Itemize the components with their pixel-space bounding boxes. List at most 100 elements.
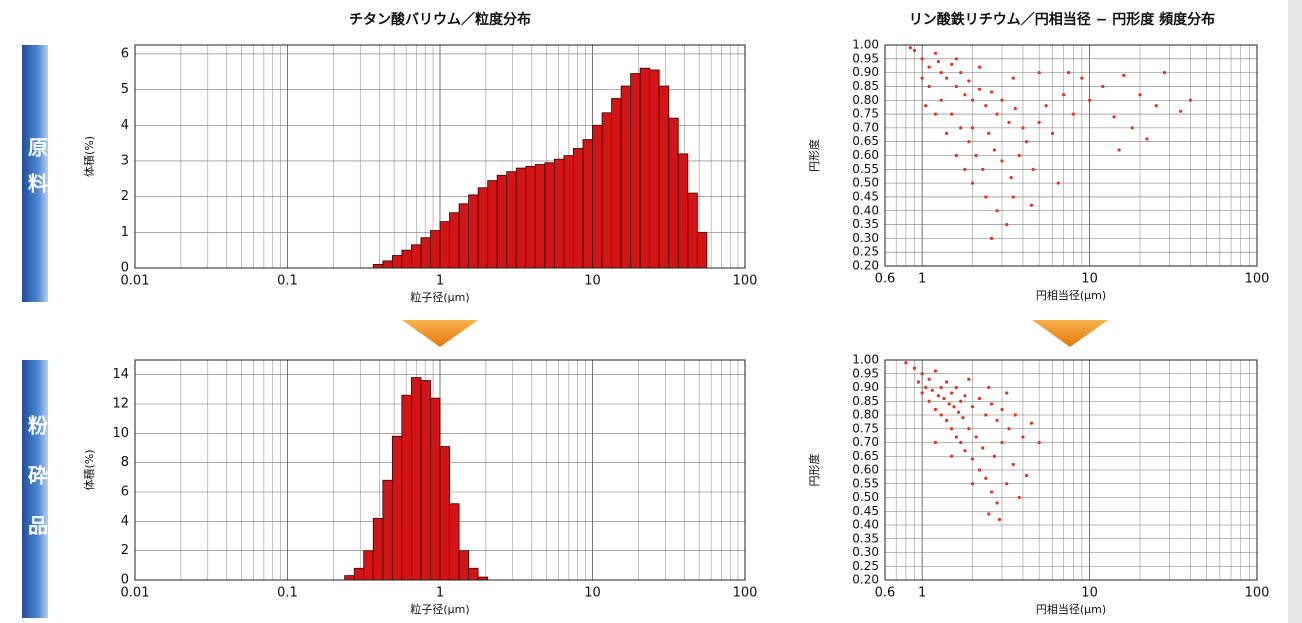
bar bbox=[534, 164, 546, 269]
y-tick-label: 0.75 bbox=[852, 107, 879, 121]
point bbox=[984, 476, 988, 480]
x-tick-label: 100 bbox=[733, 586, 758, 601]
bar bbox=[430, 397, 441, 581]
point bbox=[954, 385, 958, 390]
bar bbox=[658, 85, 670, 269]
y-tick-label: 0 bbox=[121, 261, 129, 276]
x-tick-label: 1 bbox=[918, 586, 926, 601]
point bbox=[961, 416, 965, 420]
point bbox=[1044, 104, 1048, 108]
y-tick-label: 4 bbox=[121, 118, 129, 133]
point bbox=[970, 126, 975, 130]
bar bbox=[696, 231, 708, 269]
y-tick-label: 1.00 bbox=[852, 353, 879, 367]
bar bbox=[506, 171, 517, 269]
point bbox=[936, 59, 940, 64]
point bbox=[963, 394, 967, 398]
point bbox=[990, 236, 994, 240]
point bbox=[912, 366, 917, 370]
x-tick-label: 0.1 bbox=[277, 274, 298, 289]
bar bbox=[601, 112, 612, 269]
point bbox=[908, 46, 912, 50]
point bbox=[1024, 140, 1029, 144]
bar bbox=[487, 180, 498, 269]
bar bbox=[477, 187, 489, 269]
bar bbox=[458, 550, 469, 581]
point bbox=[1000, 407, 1004, 412]
bar bbox=[391, 435, 403, 581]
point bbox=[977, 396, 982, 401]
x-tick-label: 0.01 bbox=[121, 274, 150, 289]
point bbox=[987, 385, 991, 390]
bar bbox=[496, 174, 508, 269]
point bbox=[959, 440, 963, 445]
bar bbox=[363, 550, 374, 581]
plot-frame bbox=[134, 359, 746, 581]
point bbox=[984, 104, 988, 108]
bar bbox=[420, 237, 431, 269]
point bbox=[992, 148, 996, 152]
point bbox=[942, 396, 946, 401]
point bbox=[1007, 120, 1011, 124]
y-tick-label: 1 bbox=[121, 225, 129, 240]
row-label: 粉砕品 bbox=[25, 414, 49, 565]
y-tick-label: 0.85 bbox=[852, 394, 879, 408]
point bbox=[933, 369, 938, 373]
y-tick-label: 0.95 bbox=[852, 51, 879, 65]
x-tick-label: 100 bbox=[1245, 272, 1270, 287]
point bbox=[920, 76, 924, 80]
bar bbox=[439, 221, 450, 269]
point bbox=[1050, 131, 1055, 135]
point bbox=[959, 71, 963, 75]
point bbox=[1112, 115, 1116, 119]
row-label: 原料 bbox=[25, 137, 49, 209]
plot-frame bbox=[134, 44, 746, 269]
y-tick-label: 0.45 bbox=[852, 504, 879, 518]
point bbox=[995, 501, 999, 505]
bar bbox=[525, 165, 536, 269]
point bbox=[954, 153, 958, 158]
point bbox=[1101, 84, 1105, 89]
bar bbox=[592, 124, 603, 269]
point bbox=[1067, 71, 1071, 75]
plot-frame bbox=[884, 359, 1258, 581]
bar bbox=[382, 479, 393, 581]
bar bbox=[668, 117, 679, 269]
point bbox=[984, 195, 988, 199]
point bbox=[1029, 203, 1034, 207]
x-tick-label: 10 bbox=[584, 274, 601, 289]
y-tick-label: 14 bbox=[112, 367, 129, 382]
y-tick-label: 0.85 bbox=[852, 79, 879, 93]
point bbox=[954, 57, 958, 61]
point bbox=[984, 413, 988, 417]
point bbox=[1011, 195, 1015, 199]
point bbox=[1017, 153, 1021, 158]
point bbox=[939, 385, 943, 390]
point bbox=[920, 391, 924, 395]
point bbox=[981, 167, 985, 171]
point bbox=[933, 112, 938, 116]
arrow bbox=[1032, 320, 1108, 347]
point bbox=[990, 490, 994, 494]
bar bbox=[687, 192, 698, 269]
y-tick-label: 10 bbox=[112, 426, 129, 441]
y-tick-label: 0.90 bbox=[852, 380, 879, 394]
point bbox=[945, 76, 949, 80]
bar bbox=[458, 203, 469, 269]
x-tick-label: 1 bbox=[436, 274, 444, 289]
point bbox=[981, 446, 985, 450]
y-tick-label: 0 bbox=[121, 573, 129, 588]
y-tick-label: 0.60 bbox=[852, 463, 879, 477]
point bbox=[970, 98, 975, 102]
point bbox=[1087, 98, 1092, 102]
point bbox=[1000, 159, 1004, 163]
point bbox=[995, 209, 999, 213]
chart-title: リン酸鉄リチウム／円相当径 − 円形度 頻度分布 bbox=[909, 11, 1215, 28]
y-tick-label: 0.35 bbox=[852, 531, 879, 545]
point bbox=[927, 84, 931, 89]
point bbox=[1013, 413, 1017, 417]
point bbox=[974, 435, 978, 439]
point bbox=[927, 65, 931, 69]
point bbox=[1122, 73, 1126, 77]
